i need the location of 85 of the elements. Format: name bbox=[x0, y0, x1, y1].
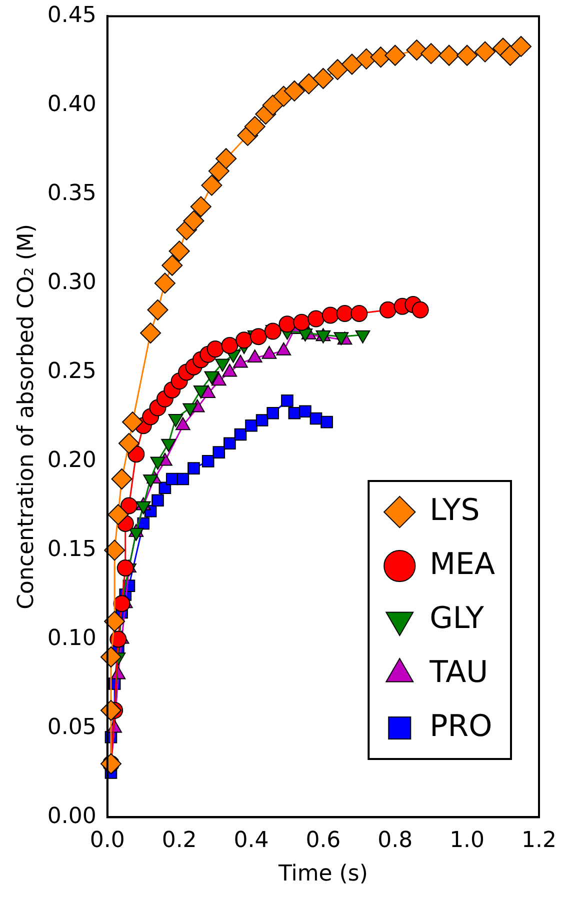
point bbox=[474, 41, 496, 62]
point bbox=[284, 80, 305, 102]
x-axis-title: Time (s) bbox=[277, 862, 368, 887]
point bbox=[281, 394, 294, 407]
point bbox=[262, 94, 284, 116]
point bbox=[244, 116, 266, 138]
point bbox=[108, 504, 129, 526]
point bbox=[266, 406, 279, 420]
point bbox=[245, 419, 258, 432]
point bbox=[379, 301, 396, 318]
point bbox=[456, 44, 478, 66]
y-tick-label: 0.30 bbox=[47, 270, 96, 295]
point bbox=[299, 405, 312, 418]
y-tick-label: 0.25 bbox=[47, 358, 96, 384]
point bbox=[168, 240, 190, 262]
x-tick-label: 0.0 bbox=[90, 828, 125, 854]
point bbox=[116, 560, 134, 576]
x-tick-label: 0.8 bbox=[378, 828, 413, 854]
x-tick-label: 1.2 bbox=[522, 828, 556, 854]
legend-label: PRO bbox=[430, 708, 492, 744]
point bbox=[216, 148, 237, 170]
point bbox=[154, 272, 176, 294]
point bbox=[308, 310, 324, 328]
x-tick-label: 0.4 bbox=[234, 828, 269, 854]
y-tick-label: 0.10 bbox=[47, 626, 96, 651]
point bbox=[208, 160, 230, 182]
y-tick-label: 0.35 bbox=[47, 180, 96, 206]
y-axis-title: Concentration of absorbed CO₂ (M) bbox=[14, 224, 39, 610]
legend-label: GLY bbox=[430, 600, 485, 636]
point bbox=[256, 414, 268, 426]
point bbox=[322, 306, 339, 324]
point bbox=[100, 700, 122, 721]
point bbox=[104, 610, 126, 632]
point bbox=[140, 322, 162, 344]
point bbox=[293, 314, 310, 331]
point bbox=[111, 468, 132, 490]
y-tick-label: 0.40 bbox=[47, 92, 96, 117]
point bbox=[224, 437, 236, 450]
point bbox=[152, 494, 164, 507]
point bbox=[412, 301, 429, 318]
point bbox=[298, 73, 320, 94]
point bbox=[206, 340, 224, 358]
legend-label: TAU bbox=[428, 654, 488, 690]
x-tick-label: 0.2 bbox=[162, 828, 197, 854]
point bbox=[438, 44, 460, 66]
x-tick-label: 1.0 bbox=[450, 828, 485, 854]
point bbox=[110, 630, 127, 648]
y-tick-label: 0.00 bbox=[47, 804, 96, 829]
legend-label: LYS bbox=[430, 492, 480, 528]
point bbox=[162, 254, 183, 276]
point bbox=[202, 455, 214, 468]
point bbox=[510, 36, 532, 57]
point bbox=[350, 304, 368, 322]
y-tick-label: 0.20 bbox=[47, 448, 96, 473]
point bbox=[190, 196, 212, 218]
point bbox=[406, 40, 428, 61]
point bbox=[183, 210, 204, 232]
point bbox=[188, 462, 200, 474]
y-tick-label: 0.15 bbox=[47, 536, 96, 562]
point bbox=[320, 416, 333, 428]
point bbox=[234, 428, 247, 441]
point bbox=[201, 174, 222, 196]
point bbox=[221, 337, 238, 354]
point bbox=[176, 472, 190, 486]
point bbox=[500, 44, 521, 66]
point bbox=[278, 316, 296, 333]
point bbox=[113, 595, 130, 612]
point bbox=[250, 328, 267, 346]
point bbox=[212, 446, 226, 458]
point bbox=[120, 497, 138, 514]
y-tick-label: 0.45 bbox=[47, 2, 96, 28]
point bbox=[104, 540, 126, 561]
x-tick-label: 0.6 bbox=[306, 828, 341, 854]
point bbox=[336, 304, 354, 322]
point bbox=[147, 299, 168, 320]
point bbox=[420, 43, 442, 64]
point bbox=[122, 412, 144, 433]
point bbox=[384, 44, 406, 66]
point bbox=[327, 59, 348, 80]
point bbox=[236, 332, 253, 349]
legend-label: MEA bbox=[430, 546, 496, 582]
point bbox=[312, 68, 334, 89]
point bbox=[118, 432, 140, 454]
point bbox=[341, 54, 362, 75]
y-tick-label: 0.05 bbox=[47, 714, 96, 740]
